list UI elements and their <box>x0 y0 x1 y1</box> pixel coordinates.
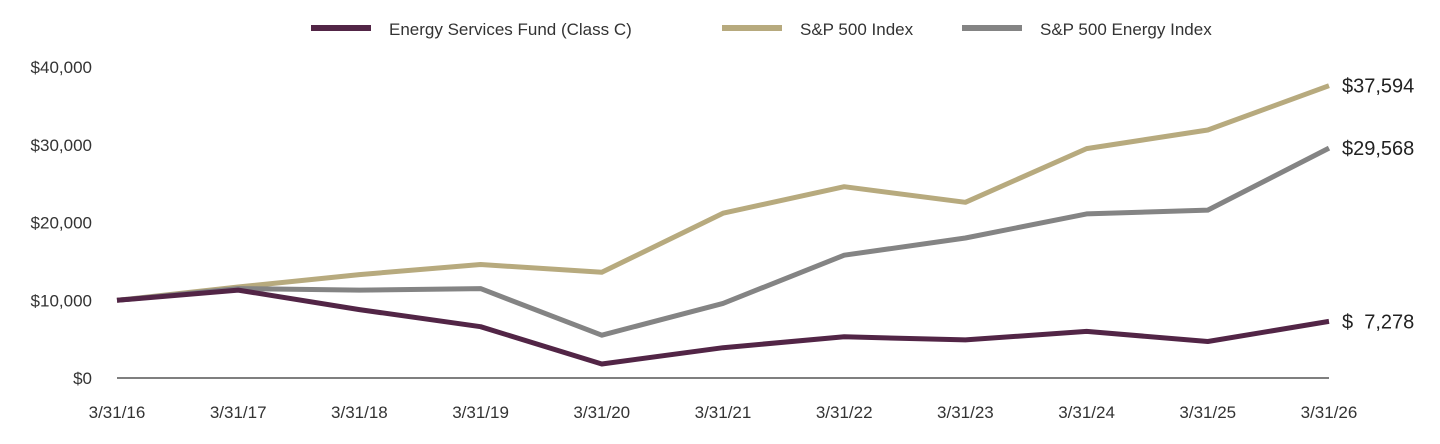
x-tick-label: 3/31/24 <box>1058 403 1115 422</box>
x-tick-label: 3/31/16 <box>89 403 146 422</box>
x-tick-label: 3/31/23 <box>937 403 994 422</box>
legend-item-sandp-500-index: S&P 500 Index <box>722 20 914 39</box>
y-tick-label: $30,000 <box>31 136 92 155</box>
y-tick-label: $0 <box>73 369 92 388</box>
end-label-energy-services-fund-class-c: $ 7,278 <box>1342 311 1414 333</box>
series-line-sandp-500-index <box>116 83 1330 303</box>
x-tick-label: 3/31/21 <box>695 403 752 422</box>
legend-item-energy-services-fund-class-c: Energy Services Fund (Class C) <box>311 20 632 39</box>
x-tick-label: 3/31/18 <box>331 403 388 422</box>
end-value-labels: $ 7,278 $37,594 $29,568 <box>1342 76 1414 334</box>
series-lines <box>116 83 1331 367</box>
legend: Energy Services Fund (Class C) S&P 500 In… <box>311 20 1212 39</box>
legend-label: S&P 500 Index <box>800 20 914 39</box>
x-tick-label: 3/31/26 <box>1301 403 1358 422</box>
y-tick-label: $40,000 <box>31 58 92 77</box>
y-tick-label: $10,000 <box>31 291 92 310</box>
legend-label: Energy Services Fund (Class C) <box>389 20 632 39</box>
x-tick-label: 3/31/19 <box>452 403 509 422</box>
x-tick-label: 3/31/17 <box>210 403 267 422</box>
end-label-sandp-500-energy-index: $29,568 <box>1342 138 1414 160</box>
y-axis-tick-labels: $0 $10,000 $20,000 $30,000 $40,000 <box>31 58 92 388</box>
x-tick-label: 3/31/22 <box>816 403 873 422</box>
y-tick-label: $20,000 <box>31 214 92 233</box>
end-label-sandp-500-index: $37,594 <box>1342 76 1414 98</box>
series-line-sandp-500-energy-index <box>116 145 1331 338</box>
x-tick-label: 3/31/25 <box>1179 403 1236 422</box>
legend-label: S&P 500 Energy Index <box>1040 20 1212 39</box>
x-axis-tick-labels: 3/31/16 3/31/17 3/31/18 3/31/19 3/31/20 3/31/… <box>89 403 1358 422</box>
legend-item-sandp-500-energy-index: S&P 500 Energy Index <box>962 20 1212 39</box>
x-tick-label: 3/31/20 <box>573 403 630 422</box>
series-line-energy-services-fund-class-c <box>116 287 1330 367</box>
